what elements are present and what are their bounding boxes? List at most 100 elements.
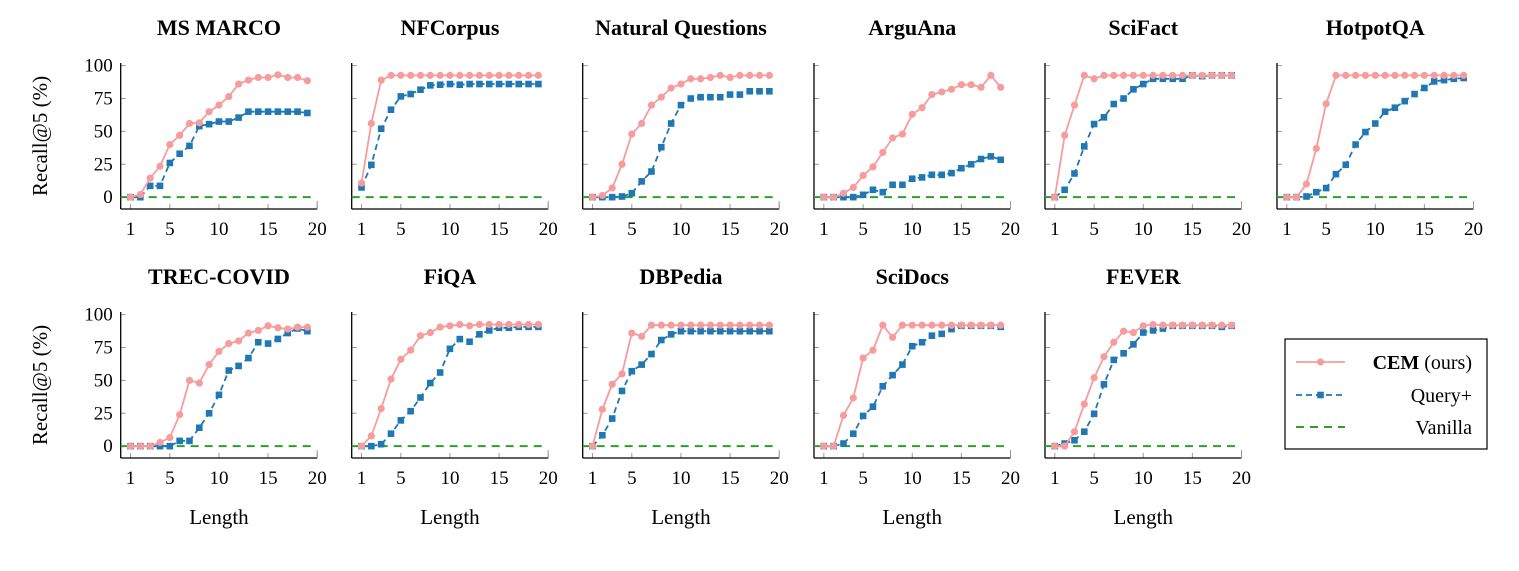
x-tick-label: 20 xyxy=(308,219,327,240)
cem-point xyxy=(746,71,754,79)
cem-point xyxy=(849,183,857,192)
query-plus-point xyxy=(707,327,714,335)
query-plus-point xyxy=(1401,97,1409,105)
cem-point xyxy=(830,193,838,201)
query-plus-point xyxy=(368,442,375,450)
series-query-plus xyxy=(1051,322,1235,450)
x-tick-label: 15 xyxy=(1183,468,1202,489)
cem-point xyxy=(1120,71,1128,79)
query-plus-point xyxy=(495,80,503,88)
query-plus-point xyxy=(1139,329,1147,336)
cem-point xyxy=(1420,71,1428,79)
query-plus-point xyxy=(908,175,916,183)
cem-point xyxy=(485,71,493,79)
subplot-title: MS MARCO xyxy=(157,15,281,40)
cem-point xyxy=(879,321,887,329)
query-plus-point xyxy=(608,193,616,201)
x-tick-label: 20 xyxy=(1001,219,1020,240)
cem-point xyxy=(485,320,493,329)
query-plus-point xyxy=(1081,428,1088,435)
query-plus-point xyxy=(466,338,473,346)
query-plus-point xyxy=(879,188,887,196)
cem-point xyxy=(638,119,646,128)
query-plus-point xyxy=(436,369,444,376)
cem-point xyxy=(977,321,985,329)
cem-point xyxy=(1361,71,1370,79)
query-plus-point xyxy=(176,437,183,445)
query-plus-point xyxy=(1303,193,1310,200)
cem-point xyxy=(185,119,194,128)
query-plus-point xyxy=(377,440,385,448)
cem-point xyxy=(1371,71,1379,79)
query-plus-point xyxy=(196,424,203,432)
query-plus-point xyxy=(1313,188,1320,196)
subplot-title: DBPedia xyxy=(639,264,722,289)
query-plus-point xyxy=(387,430,395,437)
query-plus-point xyxy=(667,120,675,127)
cem-point xyxy=(697,321,705,329)
cem-point xyxy=(928,321,936,329)
cem-point xyxy=(647,321,656,329)
cem-point xyxy=(235,80,243,88)
cem-point xyxy=(456,320,464,329)
series-cem xyxy=(126,71,311,201)
query-plus-point xyxy=(766,327,773,335)
cem-point xyxy=(1070,101,1079,109)
x-tick-label: 5 xyxy=(858,468,868,489)
cem-point xyxy=(475,320,484,329)
cem-point xyxy=(235,337,243,345)
x-tick-label: 1 xyxy=(126,219,136,240)
query-plus-point xyxy=(1120,350,1127,357)
query-plus-point xyxy=(967,160,975,168)
cem-point xyxy=(475,71,484,79)
cem-point xyxy=(416,71,425,79)
cem-point xyxy=(126,442,135,450)
cem-point xyxy=(820,193,828,201)
cem-point xyxy=(303,323,311,331)
query-plus-point xyxy=(456,335,464,343)
series-query-plus xyxy=(589,327,773,450)
cem-point xyxy=(1381,71,1389,79)
cem-point xyxy=(1352,71,1360,79)
query-plus-point xyxy=(264,340,272,347)
cem-point xyxy=(205,108,213,116)
query-plus-point xyxy=(166,442,174,450)
x-tick-label: 1 xyxy=(819,219,829,240)
query-plus-point xyxy=(1149,327,1157,334)
cem-point xyxy=(195,379,203,387)
query-plus-point xyxy=(417,86,424,94)
cem-point xyxy=(889,333,897,341)
query-plus-point xyxy=(697,327,704,335)
cem-point xyxy=(1293,193,1301,201)
query-plus-point xyxy=(840,440,847,447)
cem-point xyxy=(987,321,995,329)
query-plus-point xyxy=(889,371,896,379)
cem-point xyxy=(618,370,626,378)
cem-point xyxy=(726,321,734,329)
query-plus-point xyxy=(264,108,272,115)
cem-point xyxy=(716,321,724,329)
query-plus-point xyxy=(687,95,695,102)
query-plus-point xyxy=(687,327,695,335)
query-plus-point xyxy=(918,338,926,346)
query-plus-point xyxy=(535,80,542,88)
cem-point xyxy=(1169,321,1177,329)
query-plus-point xyxy=(648,350,655,358)
query-plus-point xyxy=(908,342,916,350)
cem-point xyxy=(1410,71,1419,79)
legend-cem-marker xyxy=(1316,358,1325,366)
cem-point xyxy=(987,71,995,79)
query-plus-point xyxy=(638,361,645,368)
cem-point xyxy=(185,376,194,384)
cem-point xyxy=(1178,321,1187,329)
cem-point xyxy=(136,442,144,450)
cem-point xyxy=(1218,321,1226,329)
query-plus-point xyxy=(1110,356,1118,364)
cem-point xyxy=(879,148,887,157)
query-plus-point xyxy=(648,168,655,175)
cem-point xyxy=(303,77,311,85)
query-plus-point xyxy=(304,327,311,335)
cem-point xyxy=(166,434,174,442)
